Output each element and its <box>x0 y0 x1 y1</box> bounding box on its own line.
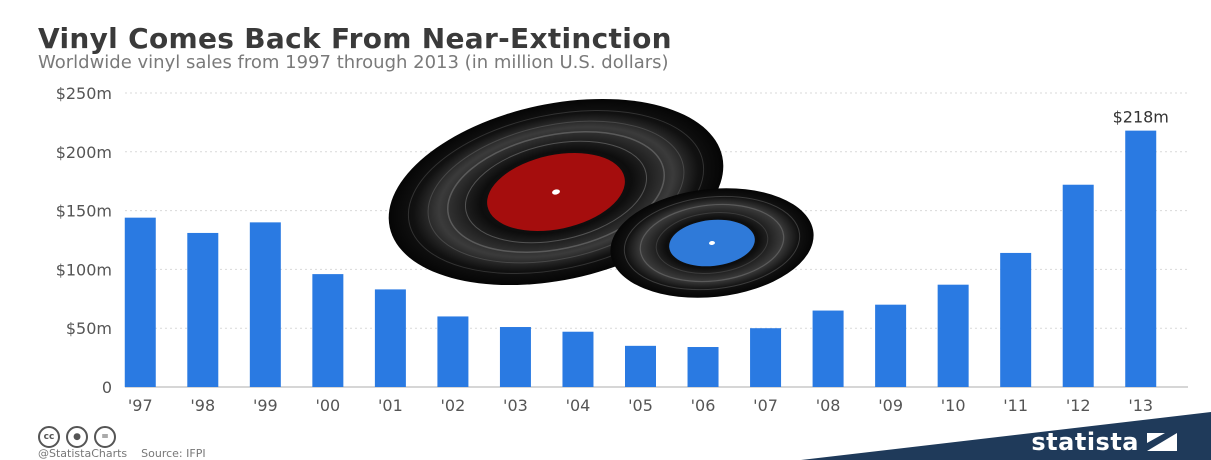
x-tick-label: '10 <box>941 396 966 415</box>
x-tick-label: '98 <box>190 396 215 415</box>
bar <box>249 222 281 387</box>
x-tick-label: '13 <box>1128 396 1153 415</box>
bar <box>937 284 969 387</box>
bars <box>124 130 1157 387</box>
x-axis-tick-labels: '97 '98 '99 '00 '01 '02 '03 '04 '05 '06 '07 '08 '09 '… <box>128 396 1153 415</box>
license-icons: cc ● = <box>38 426 116 448</box>
bar <box>374 289 406 387</box>
x-tick-label: '04 <box>566 396 591 415</box>
bar <box>124 217 156 387</box>
x-tick-label: '12 <box>1066 396 1091 415</box>
bar <box>499 327 531 387</box>
statista-logo-text: statista <box>1031 428 1139 456</box>
y-tick-label: $200m <box>56 143 112 162</box>
x-tick-label: '03 <box>503 396 528 415</box>
bar <box>562 331 594 387</box>
y-tick-label: $50m <box>66 319 112 338</box>
nd-icon: = <box>94 426 116 448</box>
bar <box>312 274 344 387</box>
data-labels: $218m <box>1113 108 1169 127</box>
y-tick-label: $150m <box>56 202 112 221</box>
x-tick-label: '11 <box>1003 396 1028 415</box>
x-tick-label: '05 <box>628 396 653 415</box>
bar <box>812 310 844 387</box>
x-tick-label: '08 <box>816 396 841 415</box>
chart-subtitle: Worldwide vinyl sales from 1997 through … <box>38 52 669 73</box>
statista-handle: @StatistaCharts <box>38 447 128 460</box>
bar <box>437 316 469 387</box>
bar <box>687 347 719 387</box>
bar <box>875 304 907 387</box>
bar <box>1000 252 1032 387</box>
statista-logo-icon <box>1147 433 1177 451</box>
bar-chart: 0 $50m $100m $150m $200m $250m '97 '98 '99 '00 '0… <box>56 84 1188 415</box>
chart-title: Vinyl Comes Back From Near-Extinction <box>38 22 672 55</box>
cc-icon: cc <box>38 426 60 448</box>
bar <box>750 328 782 387</box>
bar <box>1062 184 1094 387</box>
x-tick-label: '07 <box>753 396 778 415</box>
statista-brand-band[interactable]: statista <box>801 400 1211 460</box>
x-tick-label: '00 <box>315 396 340 415</box>
x-tick-label: '02 <box>441 396 466 415</box>
data-label: $218m <box>1113 108 1169 127</box>
y-tick-label: $250m <box>56 84 112 103</box>
y-tick-label: 0 <box>102 378 112 397</box>
x-tick-label: '01 <box>378 396 403 415</box>
y-tick-label: $100m <box>56 260 112 279</box>
small-record <box>610 188 814 298</box>
source-text: Source: IFPI <box>141 447 206 460</box>
x-tick-label: '06 <box>691 396 716 415</box>
credit-line: @StatistaCharts Source: IFPI <box>38 447 206 460</box>
y-axis-tick-labels: 0 $50m $100m $150m $200m $250m <box>56 84 112 397</box>
bar <box>187 232 219 387</box>
bar <box>1125 130 1157 387</box>
x-tick-label: '97 <box>128 396 153 415</box>
x-tick-label: '09 <box>878 396 903 415</box>
bar <box>625 345 656 387</box>
by-icon: ● <box>66 426 88 448</box>
vinyl-records-illustration <box>388 98 814 298</box>
x-tick-label: '99 <box>253 396 278 415</box>
